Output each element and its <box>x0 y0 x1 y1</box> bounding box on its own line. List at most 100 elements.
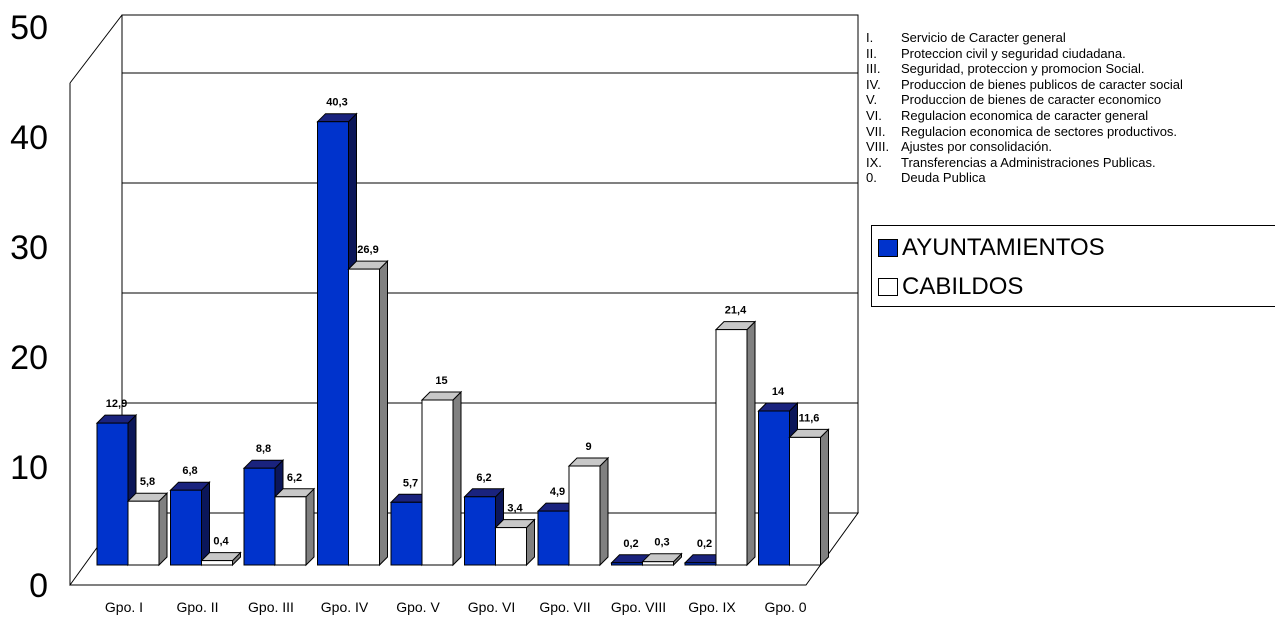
note-item: VI. Regulacion economica de caracter gene… <box>866 108 1183 124</box>
bar-ayuntamientos <box>684 562 717 566</box>
group-notes-list: I. Servicio de Caracter general II. Protecc… <box>866 30 1183 186</box>
x-category-label: Gpo. V <box>396 599 440 615</box>
legend: AYUNTAMIENTOS CABILDOS <box>871 225 1275 307</box>
note-number: VIII. <box>866 139 890 155</box>
data-label-cabildos: 26,9 <box>357 244 378 256</box>
note-number: III. <box>866 61 881 77</box>
bar-ayuntamientos <box>464 496 496 566</box>
bar-cabildos <box>421 399 454 566</box>
data-label-cabildos: 5,8 <box>140 476 155 488</box>
bar-cabildos <box>127 500 160 566</box>
data-label-ayuntamientos: 6,8 <box>182 465 197 477</box>
x-category-label: Gpo. IX <box>688 599 736 615</box>
note-item: V. Produccion de bienes de caracter econo… <box>866 92 1183 108</box>
y-tick-label: 0 <box>29 567 48 605</box>
bar-cabildos <box>715 329 748 566</box>
legend-label-ayuntamientos: AYUNTAMIENTOS <box>902 234 1105 261</box>
bar-ayuntamientos <box>537 510 570 566</box>
y-tick-label: 30 <box>10 229 48 267</box>
data-label-ayuntamientos: 40,3 <box>326 97 347 109</box>
data-label-ayuntamientos: 4,9 <box>550 486 565 498</box>
bar-side-cabildos <box>158 491 168 567</box>
legend-swatch-cabildos <box>878 278 898 296</box>
note-number: I. <box>866 30 874 45</box>
bar-side-cabildos <box>305 487 315 567</box>
note-text: Transferencias a Administraciones Public… <box>901 154 1156 170</box>
note-item: VIII. Ajustes por consolidación. <box>866 139 1183 155</box>
note-number: V. <box>866 92 878 108</box>
note-item: I. Servicio de Caracter general <box>866 30 1183 46</box>
note-number: II. <box>866 45 877 61</box>
note-number: IX. <box>866 154 882 170</box>
bar-ayuntamientos <box>611 562 643 566</box>
bar-side-cabildos <box>599 456 609 567</box>
data-label-cabildos: 3,4 <box>507 503 523 515</box>
note-number: IV. <box>866 76 881 92</box>
note-text: Produccion de bienes publicos de caracte… <box>901 76 1183 92</box>
bar-ayuntamientos <box>243 467 276 566</box>
y-tick-label: 10 <box>10 449 48 487</box>
bar-ayuntamientos <box>170 489 202 566</box>
bar-cabildos <box>642 561 674 566</box>
bar-side-cabildos <box>379 259 388 567</box>
bar-cabildos <box>201 560 233 566</box>
bar-cabildos <box>789 436 821 566</box>
x-category-label: Gpo. II <box>176 599 218 615</box>
note-text: Regulacion economica de sectores product… <box>901 123 1178 139</box>
data-label-ayuntamientos: 6,2 <box>476 472 491 484</box>
y-axis-top-edge <box>69 14 123 84</box>
bar-cabildos <box>495 527 527 566</box>
legend-item-cabildos: CABILDOS <box>878 272 1023 302</box>
note-number: 0. <box>866 170 877 186</box>
note-item: VII. Regulacion economica de sectores pro… <box>866 124 1183 140</box>
note-item: 0. Deuda Publica <box>866 170 1183 186</box>
data-label-cabildos: 11,6 <box>799 412 820 424</box>
note-text: Proteccion civil y seguridad ciudadana. <box>901 45 1126 61</box>
data-label-cabildos: 9 <box>585 441 591 453</box>
data-label-ayuntamientos: 8,8 <box>256 443 271 455</box>
note-text: Regulacion economica de caracter general <box>901 107 1149 123</box>
data-label-ayuntamientos: 12,9 <box>106 398 127 410</box>
data-label-cabildos: 0,4 <box>213 536 229 548</box>
legend-label-cabildos: CABILDOS <box>902 273 1024 300</box>
x-category-label: Gpo. III <box>248 599 294 615</box>
bar-ayuntamientos <box>96 422 129 566</box>
data-label-cabildos: 21,4 <box>725 305 747 317</box>
note-text: Seguridad, proteccion y promocion Social… <box>901 61 1145 77</box>
note-text: Ajustes por consolidación. <box>901 139 1053 155</box>
data-label-cabildos: 0,3 <box>654 537 669 549</box>
bar-side-cabildos <box>820 428 829 567</box>
data-label-ayuntamientos: 0,2 <box>697 538 712 550</box>
bar-cabildos <box>274 496 307 566</box>
bar-ayuntamientos <box>317 121 349 566</box>
bar-ayuntamientos <box>390 501 423 566</box>
data-label-ayuntamientos: 5,7 <box>403 477 418 489</box>
data-label-cabildos: 15 <box>435 375 447 387</box>
y-tick-label: 40 <box>10 119 48 157</box>
data-label-ayuntamientos: 0,2 <box>623 538 638 550</box>
note-item: IV. Produccion de bienes publicos de cara… <box>866 77 1183 93</box>
legend-item-ayuntamientos: AYUNTAMIENTOS <box>878 233 1105 263</box>
note-item: IX. Transferencias a Administraciones Pub… <box>866 155 1183 171</box>
note-number: VII. <box>866 123 886 139</box>
bar-side-cabildos <box>746 320 756 567</box>
bar-ayuntamientos <box>758 410 790 566</box>
bar-side-ayuntamientos <box>201 480 210 567</box>
y-tick-label: 50 <box>10 9 48 47</box>
bar-side-cabildos <box>452 390 462 567</box>
note-text: Deuda Publica <box>901 170 986 186</box>
x-category-label: Gpo. VI <box>468 599 515 615</box>
x-category-label: Gpo. VII <box>539 599 590 615</box>
x-category-label: Gpo. IV <box>321 599 369 615</box>
x-category-label: Gpo. 0 <box>764 599 806 615</box>
note-item: II. Proteccion civil y seguridad ciudadan… <box>866 46 1183 62</box>
data-label-cabildos: 6,2 <box>287 472 302 484</box>
x-category-label: Gpo. I <box>105 599 143 615</box>
note-text: Produccion de bienes de caracter economi… <box>901 92 1162 108</box>
note-text: Servicio de Caracter general <box>901 30 1066 45</box>
bar-cabildos <box>348 268 380 566</box>
note-number: VI. <box>866 107 882 123</box>
y-tick-label: 20 <box>10 339 48 377</box>
note-item: III. Seguridad, proteccion y promocion So… <box>866 61 1183 77</box>
